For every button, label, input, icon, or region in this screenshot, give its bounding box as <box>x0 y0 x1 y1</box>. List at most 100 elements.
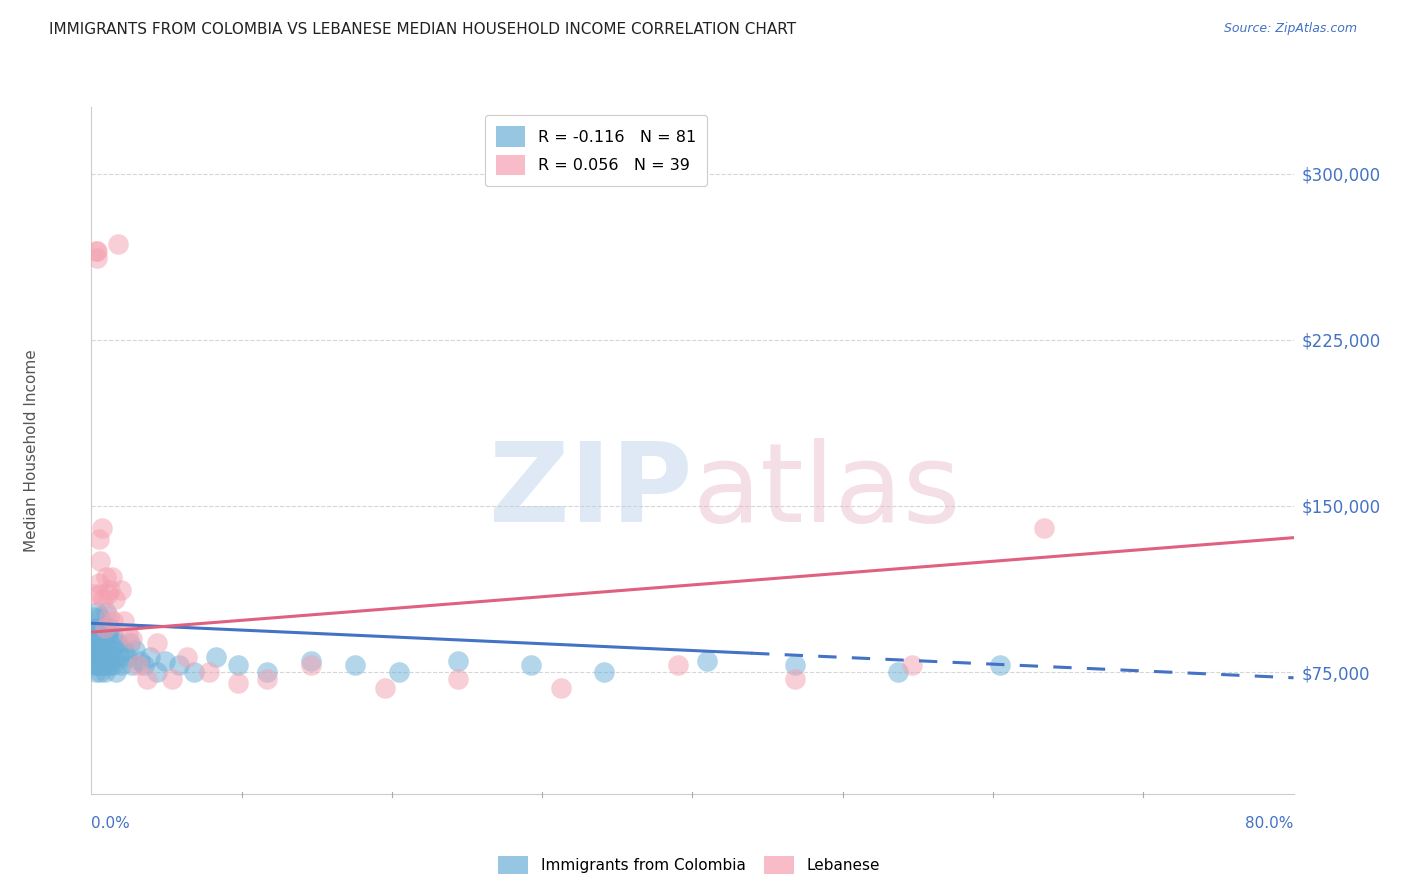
Point <box>447 672 470 686</box>
Point <box>87 621 110 635</box>
Point <box>91 591 114 606</box>
Point <box>169 658 191 673</box>
Point <box>89 587 111 601</box>
Point <box>86 658 108 673</box>
Point <box>117 627 139 641</box>
Point <box>84 621 107 635</box>
Point <box>86 636 108 650</box>
Point <box>101 570 124 584</box>
Point <box>153 654 176 668</box>
Point <box>344 658 367 673</box>
Point <box>103 658 125 673</box>
Point <box>100 582 122 597</box>
Point <box>103 627 125 641</box>
Point <box>84 649 107 664</box>
Text: IMMIGRANTS FROM COLOMBIA VS LEBANESE MEDIAN HOUSEHOLD INCOME CORRELATION CHART: IMMIGRANTS FROM COLOMBIA VS LEBANESE MED… <box>49 22 796 37</box>
Point <box>87 576 110 591</box>
Point <box>226 676 249 690</box>
Point <box>93 649 115 664</box>
Point <box>1033 521 1056 535</box>
Point <box>104 649 127 664</box>
Point <box>299 654 322 668</box>
Point <box>124 643 146 657</box>
Point <box>83 587 105 601</box>
Point <box>93 621 115 635</box>
Point <box>110 582 132 597</box>
Point <box>146 665 169 679</box>
Point <box>112 614 135 628</box>
Point <box>89 654 111 668</box>
Text: atlas: atlas <box>692 438 960 545</box>
Point <box>374 681 396 695</box>
Point <box>90 621 112 635</box>
Point <box>783 658 806 673</box>
Text: ZIP: ZIP <box>489 438 692 545</box>
Point <box>666 658 689 673</box>
Point <box>103 614 125 628</box>
Point <box>136 672 159 686</box>
Point <box>98 609 121 624</box>
Point <box>90 521 112 535</box>
Point <box>696 654 718 668</box>
Point <box>105 665 128 679</box>
Point <box>96 627 118 641</box>
Point <box>86 627 108 641</box>
Point <box>90 658 112 673</box>
Point <box>101 643 124 657</box>
Point <box>104 591 127 606</box>
Point <box>94 605 117 619</box>
Legend: Immigrants from Colombia, Lebanese: Immigrants from Colombia, Lebanese <box>492 850 886 880</box>
Point <box>100 658 122 673</box>
Point <box>783 672 806 686</box>
Point <box>550 681 572 695</box>
Point <box>86 251 108 265</box>
Point <box>388 665 411 679</box>
Point <box>107 237 129 252</box>
Point <box>96 587 118 601</box>
Point <box>146 636 169 650</box>
Point <box>160 672 183 686</box>
Point <box>94 570 117 584</box>
Point <box>87 649 110 664</box>
Point <box>84 643 107 657</box>
Point <box>104 636 127 650</box>
Point <box>83 658 105 673</box>
Point <box>98 649 121 664</box>
Point <box>134 658 156 673</box>
Point <box>96 658 118 673</box>
Point <box>94 621 117 635</box>
Point <box>84 665 107 679</box>
Point <box>94 643 117 657</box>
Point <box>183 665 205 679</box>
Point <box>86 244 108 258</box>
Point <box>93 632 115 646</box>
Point <box>299 658 322 673</box>
Point <box>83 643 105 657</box>
Point <box>901 658 924 673</box>
Point <box>118 636 141 650</box>
Point <box>520 658 543 673</box>
Point <box>87 532 110 546</box>
Point <box>89 636 111 650</box>
Point <box>886 665 908 679</box>
Point <box>83 609 105 624</box>
Point <box>89 665 111 679</box>
Point <box>98 636 121 650</box>
Text: 0.0%: 0.0% <box>91 816 131 831</box>
Point <box>139 649 162 664</box>
Point <box>107 636 129 650</box>
Point <box>115 649 138 664</box>
Text: 80.0%: 80.0% <box>1246 816 1294 831</box>
Point <box>593 665 616 679</box>
Point <box>87 643 110 657</box>
Point <box>226 658 249 673</box>
Point <box>89 609 111 624</box>
Point <box>90 636 112 650</box>
Legend: R = -0.116   N = 81, R = 0.056   N = 39: R = -0.116 N = 81, R = 0.056 N = 39 <box>485 115 707 186</box>
Point <box>83 627 105 641</box>
Point <box>256 665 278 679</box>
Point <box>447 654 470 668</box>
Point <box>86 605 108 619</box>
Point <box>256 672 278 686</box>
Point <box>108 649 131 664</box>
